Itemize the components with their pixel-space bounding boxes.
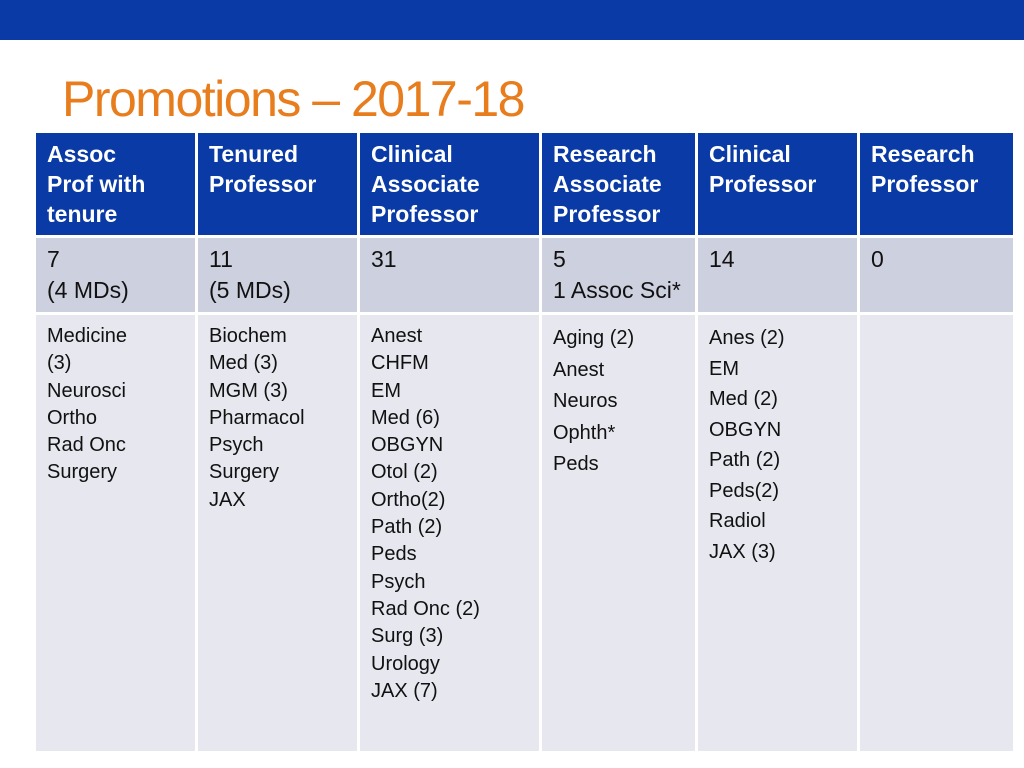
list-item: (3) xyxy=(47,352,72,375)
list-item: Ophth* xyxy=(553,421,616,444)
count-row: 7 (4 MDs) 11 (5 MDs) 31 5 1 Assoc Sci* 1… xyxy=(36,238,1013,312)
list-item: JAX (3) xyxy=(709,540,776,563)
depts-clinical-associate-professor: Anest CHFM EM Med (6) OBGYN Otol (2) Ort… xyxy=(360,315,539,751)
count-tenured-professor: 11 (5 MDs) xyxy=(198,238,357,312)
list-item: OBGYN xyxy=(371,434,444,457)
count-assoc-prof-tenure: 7 (4 MDs) xyxy=(36,238,195,312)
list-item: Surgery xyxy=(47,461,118,484)
list-item: Path (2) xyxy=(709,449,781,471)
list-item: Otol (2) xyxy=(371,461,438,484)
promotions-table: Assoc Prof with tenure Tenured Professor… xyxy=(33,130,1016,754)
list-item: Peds xyxy=(553,453,599,475)
header-research-associate-professor: Research Associate Professor xyxy=(542,133,695,235)
list-item: EM xyxy=(371,379,401,402)
list-item: Path (2) xyxy=(371,516,443,539)
list-item: Ortho(2) xyxy=(371,488,446,511)
list-item: Neuros xyxy=(553,390,618,412)
header-clinical-professor: Clinical Professor xyxy=(698,133,857,235)
list-item: Rad Onc (2) xyxy=(371,597,480,620)
list-item: Med (6) xyxy=(371,406,440,429)
list-item: EM xyxy=(709,357,739,380)
depts-research-professor xyxy=(860,315,1013,751)
list-item: Aging (2) xyxy=(553,327,635,349)
list-item: Rad Onc xyxy=(47,434,126,457)
list-item: Urology xyxy=(371,652,440,675)
count-clinical-associate-professor: 31 xyxy=(360,238,539,312)
list-item: Anest xyxy=(371,325,423,347)
count-research-associate-professor: 5 1 Assoc Sci* xyxy=(542,238,695,312)
list-item: Med (3) xyxy=(209,352,278,375)
list-item: Psych xyxy=(209,434,264,457)
depts-research-associate-professor: Aging (2) Anest Neuros Ophth* Peds xyxy=(542,315,695,751)
list-item: MGM (3) xyxy=(209,379,288,402)
list-item: Anest xyxy=(553,358,605,381)
header-row: Assoc Prof with tenure Tenured Professor… xyxy=(36,133,1013,235)
list-item: Psych xyxy=(371,570,426,593)
list-item: Radiol xyxy=(709,510,766,532)
list-item: JAX (7) xyxy=(371,679,438,702)
header-assoc-prof-tenure: Assoc Prof with tenure xyxy=(36,133,195,235)
depts-assoc-prof-tenure: Medicine (3) Neurosci Ortho Rad Onc Surg… xyxy=(36,315,195,751)
list-item: Neurosci xyxy=(47,379,126,402)
depts-tenured-professor: Biochem Med (3) MGM (3) Pharmacol Psych … xyxy=(198,315,357,751)
list-item: Biochem xyxy=(209,325,287,347)
list-item: Med (2) xyxy=(709,388,778,410)
header-clinical-associate-professor: Clinical Associate Professor xyxy=(360,133,539,235)
list-item: OBGYN xyxy=(709,418,782,441)
depts-clinical-professor: Anes (2) EM Med (2) OBGYN Path (2) Peds(… xyxy=(698,315,857,751)
list-item: Pharmacol xyxy=(209,406,305,429)
header-tenured-professor: Tenured Professor xyxy=(198,133,357,235)
top-banner xyxy=(0,0,1024,40)
count-research-professor: 0 xyxy=(860,238,1013,312)
list-item: Anes (2) xyxy=(709,327,785,349)
list-item: Peds(2) xyxy=(709,479,780,502)
list-item: Ortho xyxy=(47,406,98,429)
list-item: Peds xyxy=(371,543,417,566)
page-title: Promotions – 2017-18 xyxy=(62,71,525,127)
list-item: CHFM xyxy=(371,352,429,375)
list-item: JAX xyxy=(209,488,246,511)
list-item: Medicine xyxy=(47,325,128,347)
count-clinical-professor: 14 xyxy=(698,238,857,312)
list-item: Surg (3) xyxy=(371,625,444,648)
department-row: Medicine (3) Neurosci Ortho Rad Onc Surg… xyxy=(36,315,1013,751)
list-item: Surgery xyxy=(209,461,280,484)
header-research-professor: Research Professor xyxy=(860,133,1013,235)
